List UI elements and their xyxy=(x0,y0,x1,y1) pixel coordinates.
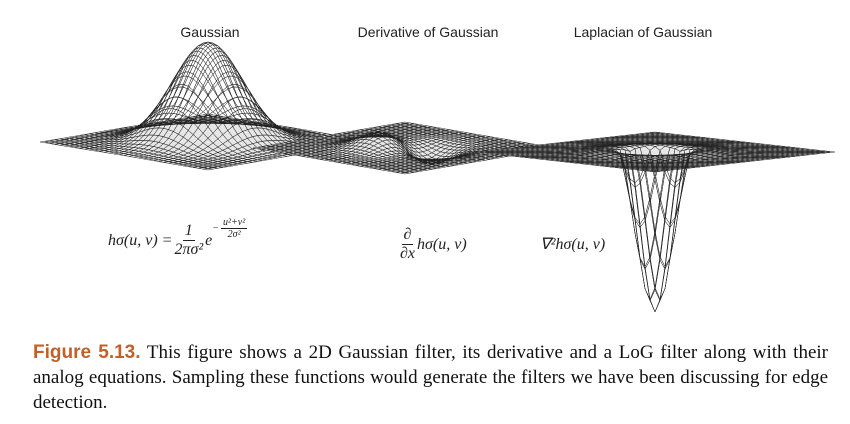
panel-title: Derivative of Gaussian xyxy=(357,24,499,40)
panel-title: Gaussian xyxy=(180,24,240,40)
surface-plot xyxy=(252,121,558,175)
mesh xyxy=(474,131,836,313)
eq-text: ∇²hσ(u, v) xyxy=(540,236,606,253)
eq-num: 1 xyxy=(182,222,195,241)
surface-plot xyxy=(474,131,836,313)
eq-den: 2πσ² xyxy=(174,241,204,258)
eq-fraction: 1 2πσ² xyxy=(174,222,203,259)
eq-rest: hσ(u, v) xyxy=(417,235,467,253)
eq-lhs: hσ(u, v) = xyxy=(108,231,173,249)
caption: Figure 5.13. This figure shows a 2D Gaus… xyxy=(33,340,828,415)
mesh xyxy=(252,121,558,175)
eq-exp-num: u²+v² xyxy=(221,217,248,229)
eq-exponent: − u²+v² 2σ² xyxy=(212,217,249,240)
equation: hσ(u, v) = 1 2πσ² e − u²+v² 2σ² xyxy=(108,217,249,259)
panel-title: Laplacian of Gaussian xyxy=(573,24,713,40)
eq-den: ∂x xyxy=(400,245,416,262)
eq-base: e xyxy=(205,231,213,249)
eq-exp-den: 2σ² xyxy=(227,229,241,240)
plots xyxy=(39,41,836,313)
eq-num: ∂ xyxy=(401,226,414,245)
caption-label: Figure 5.13. xyxy=(33,342,141,363)
eq-sign: − xyxy=(212,223,220,234)
equation: ∂ ∂x hσ(u, v) xyxy=(398,226,467,263)
equation: ∇²hσ(u, v) xyxy=(540,234,605,254)
caption-text: This figure shows a 2D Gaussian filter, … xyxy=(33,342,828,413)
eq-fraction: ∂ ∂x xyxy=(400,226,415,263)
